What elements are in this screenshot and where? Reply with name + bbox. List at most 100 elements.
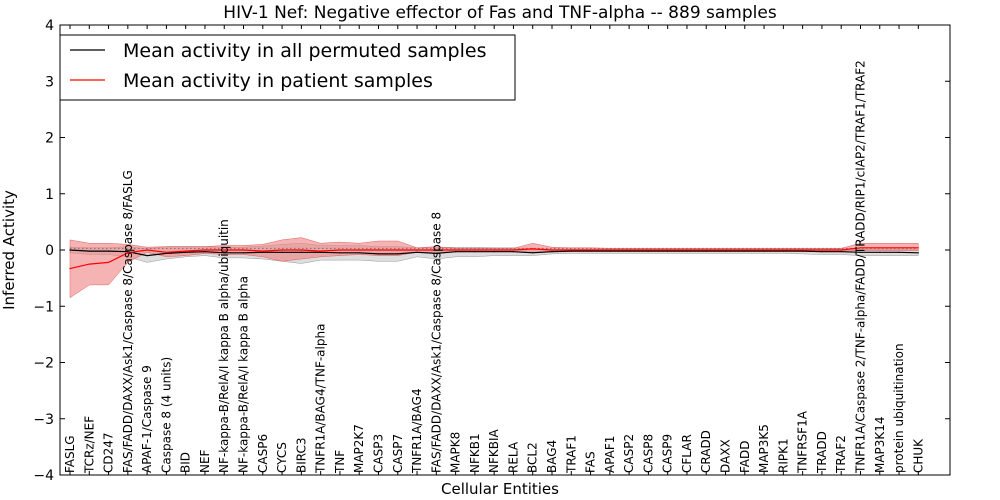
data-point-permuted <box>242 252 245 254</box>
data-point-permuted <box>262 251 264 253</box>
data-point-patient <box>204 249 206 251</box>
data-point-permuted <box>358 252 360 254</box>
data-point-permuted <box>782 250 785 252</box>
data-point-permuted <box>108 250 110 252</box>
data-point-permuted <box>724 250 727 252</box>
y-tick-label: −2 <box>33 356 54 372</box>
x-tick-label: NF-kappa-B/RelA/I kappa B alpha <box>237 276 251 473</box>
x-tick-label: CASP6 <box>256 434 270 473</box>
x-tick-label: FADD <box>738 441 752 474</box>
x-tick-label: MAP3K14 <box>873 416 887 473</box>
data-point-patient <box>108 261 110 263</box>
data-point-permuted <box>570 250 572 252</box>
data-point-permuted <box>223 252 225 254</box>
x-tick-label: TNFR1A/BAG4 <box>410 388 424 474</box>
data-point-permuted <box>859 251 862 253</box>
x-tick-label: FASLG <box>63 435 77 473</box>
x-tick-label: CASP3 <box>372 434 386 473</box>
data-point-permuted <box>551 251 553 253</box>
data-point-permuted <box>69 249 71 251</box>
data-point-patient <box>377 249 380 251</box>
data-point-permuted <box>146 255 148 257</box>
data-point-permuted <box>609 250 611 252</box>
x-tick-label: TNFRSF1A <box>796 410 810 474</box>
data-point-patient <box>223 249 225 251</box>
data-point-patient <box>551 249 553 251</box>
x-tick-label: Caspase 8 (4 units) <box>159 357 173 473</box>
data-point-patient <box>185 250 187 252</box>
data-point-permuted <box>686 250 688 252</box>
legend-label-permuted: Mean activity in all permuted samples <box>123 40 486 62</box>
data-point-patient <box>782 249 785 251</box>
x-tick-label: BCL2 <box>526 442 540 473</box>
data-point-patient <box>917 247 919 249</box>
data-point-permuted <box>88 250 90 252</box>
x-tick-label: TRADD <box>815 431 829 474</box>
data-point-permuted <box>821 251 823 253</box>
data-point-patient <box>397 249 399 251</box>
x-tick-label: DAXX <box>719 439 733 473</box>
data-point-patient <box>590 249 592 251</box>
data-point-patient <box>744 249 746 251</box>
x-tick-label: CASP2 <box>622 434 636 473</box>
x-tick-label: TRAF1 <box>564 435 578 474</box>
data-point-patient <box>435 249 437 251</box>
x-tick-label: TNFR1A/Caspase 2/TNF-alpha/FADD/TRADD/RI… <box>854 60 868 474</box>
x-tick-label: TNF <box>333 450 347 474</box>
x-tick-label: BIRC3 <box>294 437 308 473</box>
data-point-patient <box>242 249 245 251</box>
x-axis-label: Cellular Entities <box>441 480 559 498</box>
data-point-permuted <box>281 251 283 253</box>
x-tick-label: CD247 <box>102 432 116 473</box>
data-point-permuted <box>435 252 437 254</box>
data-point-permuted <box>802 250 804 252</box>
data-point-patient <box>474 249 476 251</box>
data-point-patient <box>493 249 495 251</box>
data-point-patient <box>821 249 823 251</box>
data-point-permuted <box>647 250 650 252</box>
y-tick-label: 0 <box>45 243 54 259</box>
x-tick-label: MAPK8 <box>449 432 463 473</box>
x-tick-label: CFLAR <box>680 434 694 473</box>
data-point-permuted <box>512 251 515 253</box>
x-tick-label: RIPK1 <box>776 438 790 473</box>
x-tick-label: MAP3K5 <box>757 424 771 473</box>
data-point-permuted <box>840 251 842 253</box>
data-point-patient <box>898 247 900 249</box>
x-tick-label: FAS <box>584 451 598 473</box>
data-point-permuted <box>339 252 341 254</box>
data-point-patient <box>532 248 534 250</box>
x-tick-label: BAG4 <box>545 440 559 473</box>
x-tick-label: TCRz/NEF <box>82 416 96 474</box>
y-tick-label: −3 <box>33 412 54 428</box>
data-point-permuted <box>744 250 746 252</box>
x-tick-label: FAS/FADD/DAXX/Ask1/Caspase 8/Caspase 8 <box>429 212 443 473</box>
data-point-patient <box>686 249 688 251</box>
data-point-permuted <box>474 251 476 253</box>
data-point-patient <box>127 252 129 254</box>
data-point-patient <box>69 268 71 270</box>
data-point-patient <box>667 249 669 251</box>
data-point-patient <box>416 249 418 251</box>
data-point-patient <box>358 249 360 251</box>
data-point-patient <box>262 250 264 252</box>
y-axis: −4 −3 −2 −1 0 1 2 3 4 <box>33 18 950 484</box>
data-point-patient <box>339 249 341 251</box>
data-point-patient <box>724 249 727 251</box>
x-tick-label: APAF1 <box>603 436 617 473</box>
data-point-patient <box>512 249 515 251</box>
x-axis <box>69 25 919 475</box>
data-point-permuted <box>532 252 534 254</box>
data-point-patient <box>879 247 881 249</box>
data-point-permuted <box>590 250 592 252</box>
x-tick-label: TNFR1A/BAG4/TNF-alpha <box>314 324 328 474</box>
data-point-patient <box>88 263 90 265</box>
y-tick-label: 3 <box>45 74 54 90</box>
data-point-permuted <box>667 250 669 252</box>
data-point-permuted <box>300 251 302 253</box>
y-tick-label: −4 <box>33 468 54 484</box>
data-point-permuted <box>185 251 187 253</box>
legend-label-patient: Mean activity in patient samples <box>123 70 433 92</box>
data-point-patient <box>859 247 862 249</box>
